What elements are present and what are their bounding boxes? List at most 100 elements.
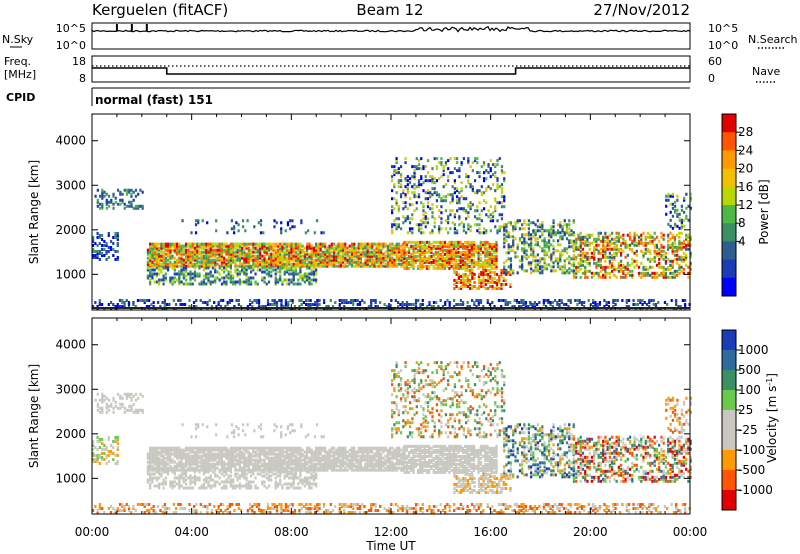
velocity-cell (171, 468, 174, 472)
power-cell (512, 229, 515, 233)
power-cell (178, 282, 181, 286)
power-cell (216, 250, 219, 254)
power-cell (461, 256, 464, 260)
power-cell (536, 302, 539, 306)
power-cell (191, 282, 194, 286)
power-cell (371, 262, 374, 266)
power-cell (673, 275, 677, 279)
power-cell (676, 269, 679, 273)
power-cell (581, 235, 585, 239)
velocity-cell (294, 468, 298, 472)
power-cell (353, 252, 356, 256)
power-cell (416, 254, 420, 258)
power-cell (202, 250, 206, 254)
power-cell (500, 274, 503, 278)
power-cell (158, 262, 161, 266)
velocity-cell (297, 452, 300, 456)
power-cell (490, 246, 494, 250)
power-cell (393, 264, 396, 268)
power-cell (179, 302, 182, 306)
power-cell (254, 254, 257, 258)
power-cell (424, 197, 427, 201)
power-cell (297, 242, 300, 246)
power-cell (366, 260, 369, 264)
power-cell (550, 253, 553, 257)
power-cell (288, 244, 291, 248)
velocity-cell (232, 458, 235, 462)
power-cell (595, 247, 598, 251)
power-cell (107, 204, 111, 208)
power-cell (678, 245, 681, 249)
power-cell (465, 217, 468, 221)
velocity-cell (207, 458, 210, 462)
power-cell (614, 298, 617, 302)
power-cell (297, 256, 300, 260)
power-cell (116, 255, 119, 259)
power-cell (448, 262, 451, 266)
power-cell (290, 244, 293, 248)
power-cell (98, 206, 102, 210)
power-cell (484, 246, 487, 250)
power-cell (155, 254, 158, 258)
velocity-cell (151, 464, 154, 468)
power-cell (149, 248, 152, 252)
power-cell (388, 304, 391, 308)
power-cell (384, 244, 387, 248)
velocity-cell (236, 448, 239, 452)
power-cell (359, 246, 363, 250)
power-cell (452, 256, 455, 260)
power-cell (261, 266, 264, 270)
power-cell (503, 195, 506, 199)
power-cell (344, 258, 347, 262)
power-cell (290, 246, 293, 250)
velocity-cell (254, 460, 257, 464)
power-cell (468, 280, 472, 284)
power-cell (447, 175, 450, 179)
power-cell (326, 260, 329, 264)
power-cell (162, 246, 165, 250)
power-cell (453, 223, 456, 227)
power-cell (633, 235, 636, 239)
velocity-cell (297, 466, 300, 470)
power-cell (349, 298, 353, 302)
power-cell (153, 272, 156, 276)
power-cell (397, 262, 401, 266)
velocity-cell (279, 446, 282, 450)
power-cell (299, 246, 302, 250)
velocity-cell (274, 460, 277, 464)
power-cell (628, 269, 632, 273)
power-cell (123, 304, 126, 308)
power-cell (465, 209, 468, 213)
power-cell (344, 242, 347, 246)
power-cell (429, 175, 432, 179)
power-cell (640, 241, 643, 245)
velocity-cell (149, 466, 152, 470)
power-cell (425, 246, 429, 250)
power-cell (532, 253, 535, 257)
power-cell (299, 254, 302, 258)
power-cell (153, 280, 156, 284)
power-cell (184, 256, 188, 260)
power-cell (376, 304, 379, 308)
power-cell (112, 202, 115, 206)
power-cell (394, 298, 397, 302)
power-cell (220, 268, 224, 272)
velocity-cell (198, 448, 201, 452)
velocity-cell (238, 464, 241, 468)
power-cell (207, 276, 210, 280)
power-cell (151, 250, 154, 254)
power-cell (397, 217, 400, 221)
power-cell (456, 157, 459, 161)
velocity-cell (182, 464, 185, 468)
power-cell (447, 217, 450, 221)
power-cell (444, 199, 448, 203)
power-cell (466, 262, 469, 266)
velocity-cell (169, 458, 172, 462)
velocity-cell (169, 464, 172, 468)
power-cell (437, 246, 440, 250)
power-cell (187, 262, 190, 266)
velocity-cell (288, 464, 291, 468)
velocity-cell (265, 454, 268, 458)
power-cell (498, 213, 501, 217)
power-cell (191, 264, 194, 268)
